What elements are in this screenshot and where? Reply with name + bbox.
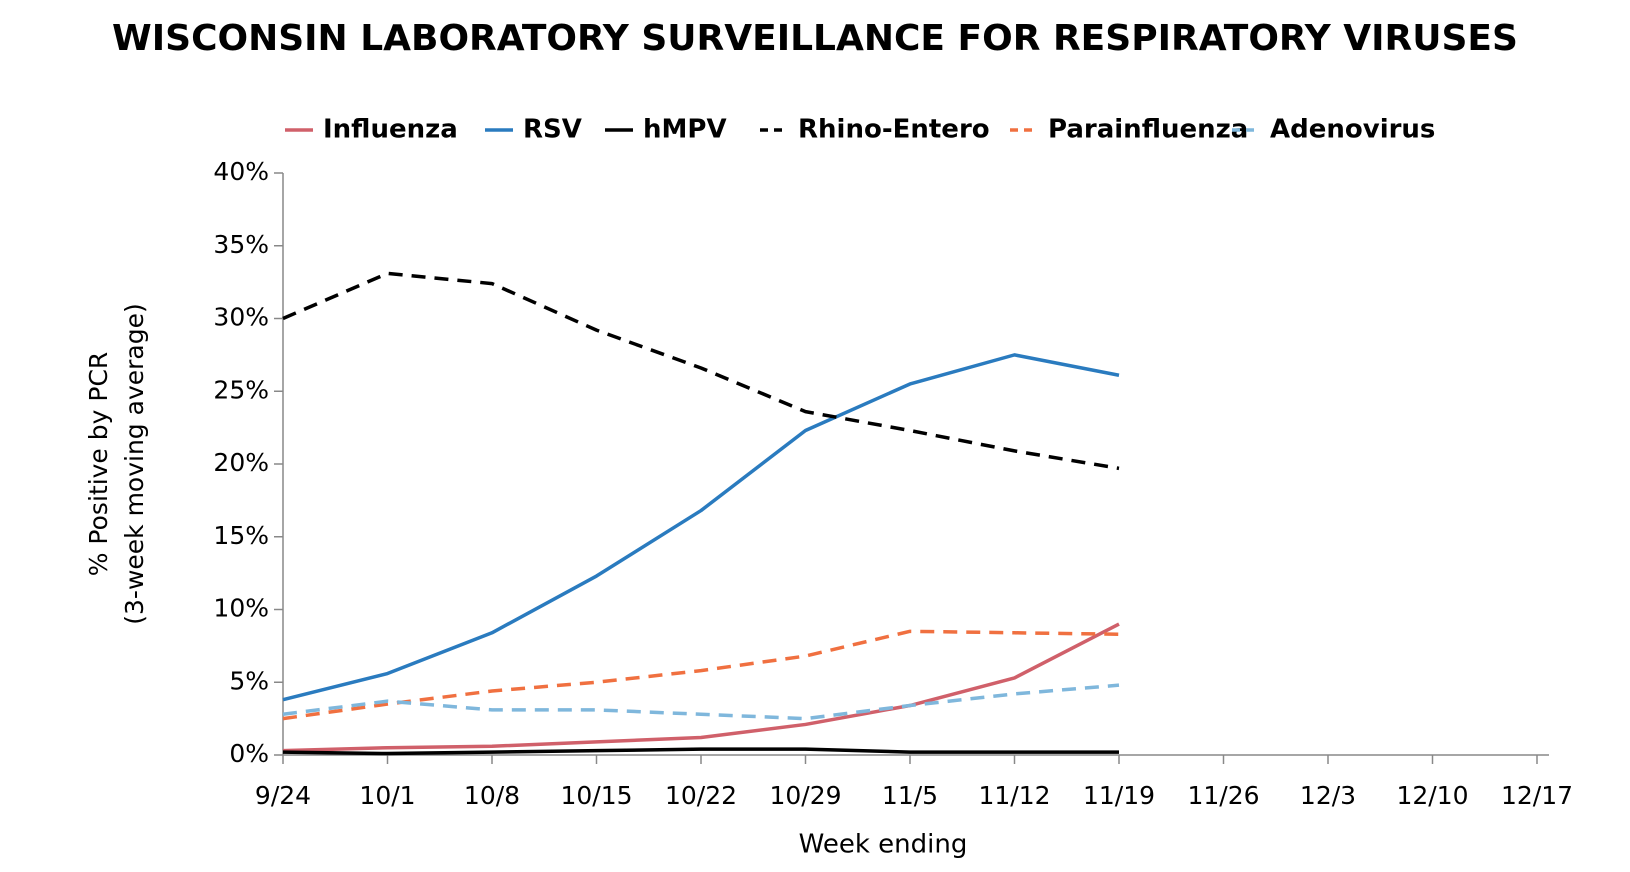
y-axis-label: % Positive by PCR (3-week moving average… (84, 303, 149, 624)
series-line (282, 271, 1120, 471)
x-tick-label: 10/29 (769, 781, 841, 810)
series-line (282, 683, 1120, 721)
legend-label: Rhino-Entero (798, 115, 990, 145)
series-line (282, 747, 1119, 756)
legend-label: hMPV (643, 115, 727, 145)
legend-label: Influenza (323, 115, 458, 145)
x-tick-label: 11/5 (882, 781, 938, 810)
y-tick-label: 35% (213, 230, 269, 259)
series-line (282, 353, 1120, 702)
legend-label: RSV (523, 115, 582, 145)
x-tick-label: 12/3 (1300, 781, 1356, 810)
y-axis-label-line: % Positive by PCR (84, 352, 113, 577)
y-tick-label: 25% (213, 375, 269, 404)
chart-title: WISCONSIN LABORATORY SURVEILLANCE FOR RE… (112, 18, 1518, 59)
x-tick-label: 10/8 (464, 781, 520, 810)
x-tick-label: 9/24 (255, 781, 311, 810)
x-tick-label: 11/12 (978, 781, 1050, 810)
series-line (282, 629, 1120, 721)
y-tick-label: 20% (213, 448, 269, 477)
y-tick-label: 15% (213, 521, 269, 550)
x-tick-label: 10/1 (359, 781, 415, 810)
x-axis-label: Week ending (799, 830, 968, 860)
legend-label: Adenovirus (1270, 115, 1435, 145)
series-line (282, 622, 1120, 753)
legend-label: Parainfluenza (1048, 115, 1248, 145)
x-tick-label: 12/10 (1396, 781, 1468, 810)
y-axis-label-line: (3-week moving average) (120, 303, 149, 624)
x-tick-label: 10/22 (665, 781, 737, 810)
y-tick-label: 40% (213, 157, 269, 186)
x-tick-label: 11/19 (1083, 781, 1155, 810)
y-tick-label: 30% (213, 303, 269, 332)
y-tick-label: 10% (213, 594, 269, 623)
x-tick-label: 11/26 (1187, 781, 1259, 810)
x-tick-label: 12/17 (1501, 781, 1573, 810)
y-tick-label: 5% (229, 666, 269, 695)
x-tick-label: 10/15 (560, 781, 632, 810)
y-tick-label: 0% (229, 739, 269, 768)
